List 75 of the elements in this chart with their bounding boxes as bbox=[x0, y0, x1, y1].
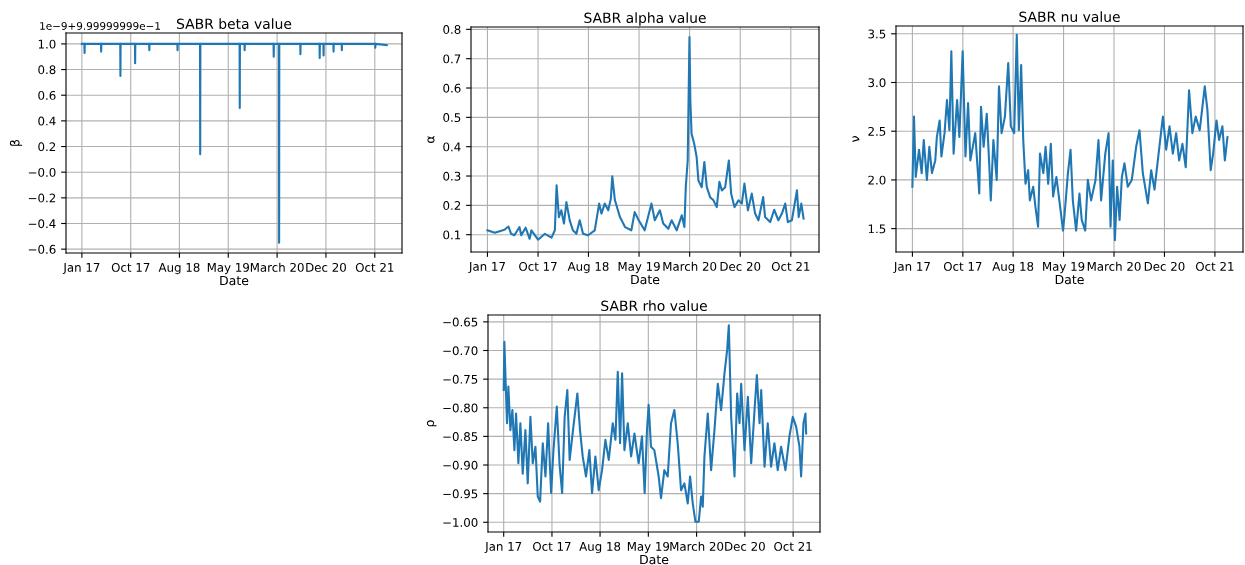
line-series bbox=[911, 33, 1229, 242]
text: 1e−9+9.99999999e−1 bbox=[40, 22, 160, 30]
x-tick-label: May 19 bbox=[207, 262, 250, 275]
y-tick-label: 0.4 bbox=[38, 116, 56, 126]
x-tick-label: Oct 17 bbox=[943, 261, 982, 271]
y-tick-label: −0.95 bbox=[443, 489, 478, 499]
x-tick-label: Oct 21 bbox=[1195, 261, 1234, 271]
y-tick-label: −0.2 bbox=[28, 193, 56, 203]
y-tick-label: −0.65 bbox=[443, 317, 478, 327]
y-tick-label: 0.5 bbox=[443, 113, 461, 123]
y-tick-label: −0.70 bbox=[443, 346, 478, 356]
y-tick-label: 2.5 bbox=[868, 126, 886, 136]
y-axis-title: ρ bbox=[426, 420, 437, 427]
x-axis-title: Date bbox=[1055, 274, 1084, 285]
y-tick-label: 0.2 bbox=[443, 201, 461, 211]
y-tick-label: 0.8 bbox=[443, 25, 461, 34]
chart-title: SABR beta value bbox=[176, 18, 292, 30]
x-tick-label: Oct 21 bbox=[771, 261, 810, 271]
y-tick-label: 0.6 bbox=[443, 83, 461, 93]
x-tick-label: Dec 20 bbox=[306, 262, 346, 272]
y-axis-title: β bbox=[9, 139, 23, 146]
x-tick-label: Jan 17 bbox=[484, 542, 522, 554]
x-axis-title: Date bbox=[631, 274, 660, 285]
y-tick-label: 0.8 bbox=[38, 65, 56, 75]
y-tick-label: 3.0 bbox=[868, 78, 886, 88]
y-tick-label: −0.0 bbox=[28, 167, 56, 177]
x-axis-title: Date bbox=[220, 275, 249, 286]
y-tick-label: −0.6 bbox=[28, 244, 56, 254]
x-tick-label: Aug 18 bbox=[158, 262, 200, 275]
y-tick-label: −0.85 bbox=[443, 432, 478, 442]
y-tick-label: 0.2 bbox=[38, 142, 56, 152]
y-tick-label: 0.4 bbox=[443, 142, 461, 152]
x-axis-title: Date bbox=[640, 554, 669, 565]
x-tick-label: March 20 bbox=[250, 262, 304, 272]
y-tick-label: −0.80 bbox=[443, 403, 478, 413]
line-series bbox=[486, 35, 805, 241]
y-tick-label: 0.7 bbox=[443, 54, 461, 64]
chart-title: SABR alpha value bbox=[584, 12, 706, 26]
y-tick-label: −0.4 bbox=[28, 219, 56, 229]
chart-title: SABR nu value bbox=[1019, 11, 1120, 23]
y-tick-label: 3.5 bbox=[868, 29, 886, 39]
x-tick-label: Dec 20 bbox=[1144, 261, 1185, 271]
line-series bbox=[80, 42, 388, 244]
x-tick-label: March 20 bbox=[663, 261, 717, 271]
y-tick-label: −0.75 bbox=[443, 374, 478, 384]
x-tick-label: Oct 21 bbox=[355, 262, 394, 272]
y-tick-label: −1.00 bbox=[443, 517, 478, 527]
x-tick-label: Jan 17 bbox=[62, 263, 100, 275]
x-tick-label: Jan 17 bbox=[468, 262, 505, 274]
x-tick-label: Aug 18 bbox=[567, 261, 609, 274]
x-tick-label: March 20 bbox=[670, 541, 724, 551]
x-tick-label: Jan 17 bbox=[893, 262, 930, 274]
y-tick-label: 0.6 bbox=[38, 90, 56, 100]
y-axis-title: ν bbox=[852, 136, 860, 143]
x-tick-label: Oct 17 bbox=[519, 261, 557, 271]
x-tick-label: May 19 bbox=[618, 261, 660, 274]
x-tick-label: Oct 21 bbox=[774, 541, 812, 551]
x-tick-label: March 20 bbox=[1087, 261, 1141, 271]
x-tick-label: Aug 18 bbox=[992, 261, 1034, 274]
x-tick-label: Dec 20 bbox=[720, 261, 761, 271]
y-tick-label: 1.0 bbox=[38, 39, 56, 49]
x-tick-label: Oct 17 bbox=[111, 262, 150, 272]
y-axis-title: α bbox=[427, 135, 435, 143]
x-tick-label: Aug 18 bbox=[579, 541, 621, 554]
chart-title: SABR rho value bbox=[601, 300, 707, 312]
x-tick-label: Dec 20 bbox=[725, 541, 765, 551]
y-tick-label: 2.0 bbox=[868, 175, 886, 185]
x-tick-label: May 19 bbox=[1043, 261, 1085, 274]
x-tick-label: May 19 bbox=[627, 541, 670, 554]
line-series bbox=[502, 324, 808, 523]
x-tick-label: Oct 17 bbox=[533, 541, 571, 551]
y-tick-label: 0.3 bbox=[443, 171, 461, 181]
y-tick-label: 0.1 bbox=[443, 230, 461, 240]
y-tick-label: −0.90 bbox=[443, 460, 478, 470]
y-tick-label: 1.5 bbox=[868, 224, 886, 234]
